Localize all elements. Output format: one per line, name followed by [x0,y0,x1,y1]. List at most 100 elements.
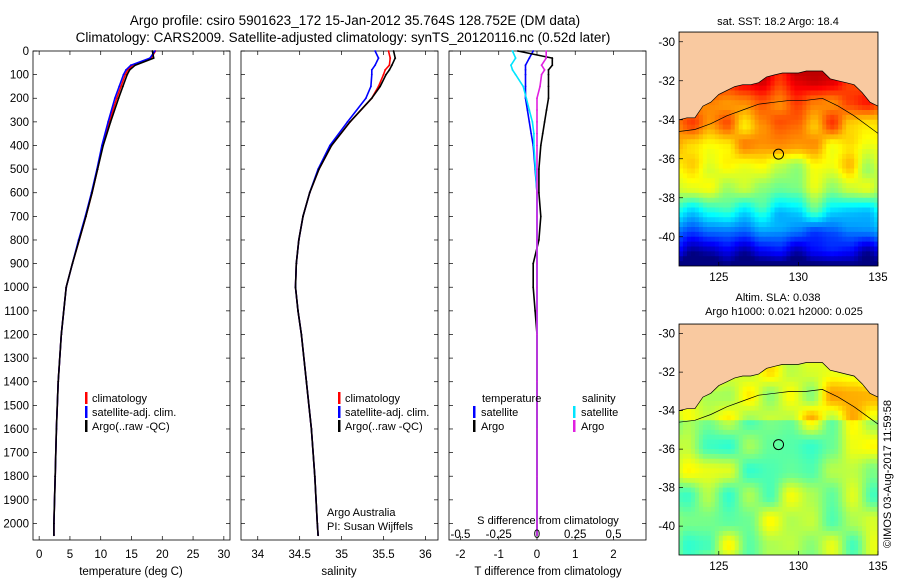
heatmap-cell [870,202,875,209]
heatmap-cell [746,511,752,518]
heatmap-cell [818,129,823,135]
heatmap-cell [698,261,704,266]
heatmap-cell [846,473,851,479]
heatmap-cell [798,511,803,518]
heatmap-cell [710,163,716,170]
heatmap-cell [742,222,748,228]
heatmap-cell [842,197,847,204]
heatmap-cell [774,173,780,179]
heatmap-cell [786,492,792,498]
heatmap-cell [682,207,688,213]
land-mask [679,32,878,121]
heatmap-cell [870,124,875,131]
heatmap-cell [862,429,867,436]
heatmap-cell [826,222,831,228]
heatmap-cell [738,85,744,92]
heatmap-cell [842,207,847,213]
heatmap-cell [698,178,704,184]
heatmap-cell [802,511,807,518]
heatmap-cell [754,482,760,489]
heatmap-cell [794,158,799,165]
heatmap-cell [730,444,736,450]
heatmap-cell [698,439,704,445]
heatmap-cell [750,178,756,184]
heatmap-cell [770,434,776,441]
heatmap-cell [722,105,728,111]
heatmap-cell [738,207,744,213]
heatmap-cell [766,207,772,213]
heatmap-cell [838,449,843,455]
heatmap-cell [718,188,724,194]
heatmap-cell [698,192,704,199]
heatmap-cell [706,236,712,243]
heatmap-cell [690,236,696,243]
heatmap-cell [830,506,835,513]
heatmap-cell [730,381,736,388]
heatmap-cell [838,492,843,498]
heatmap-cell [754,502,760,508]
heatmap-cell [850,482,855,489]
heatmap-cell [802,231,807,238]
heatmap-cell [822,478,827,484]
heatmap-cell [790,376,796,383]
heatmap-cell [758,415,764,421]
heatmap-cell [690,173,696,179]
heatmap-cell [786,178,792,184]
heatmap-cell [758,506,764,513]
heatmap-cell [810,492,815,498]
heatmap-cell [734,449,740,455]
heatmap-cell [770,129,776,135]
heatmap-cell [698,492,704,498]
series-point [370,85,372,88]
heatmap-cell [770,478,776,484]
heatmap-cell [806,105,811,111]
heatmap-cell [702,487,708,494]
heatmap-cell [714,217,720,223]
series-point [536,309,538,312]
heatmap-cell [750,246,756,252]
heatmap-cell [750,158,756,165]
heatmap-cell [690,410,696,417]
heatmap-cell [782,90,788,96]
heatmap-cell [762,153,768,160]
heatmap-cell [679,144,684,150]
heatmap-cell [826,241,831,248]
heatmap-cell [730,149,736,155]
heatmap-cell [866,410,871,417]
heatmap-cell [846,478,851,484]
heatmap-cell [870,139,875,145]
heatmap-cell [679,256,684,262]
heatmap-cell [746,188,752,194]
heatmap-cell [870,261,875,266]
heatmap-cell [842,478,847,484]
heatmap-cell [730,391,736,397]
heatmap-cell [786,511,792,518]
heatmap-cell [726,231,732,238]
heatmap-cell [814,492,819,498]
heatmap-cell [742,227,748,233]
heatmap-cell [746,429,752,436]
series-point [152,57,155,59]
heatmap-cell [846,197,851,204]
heatmap-cell [738,105,744,111]
heatmap-cell [818,410,823,417]
heatmap-cell [730,100,736,106]
heatmap-cell [830,497,835,503]
heatmap-cell [754,492,760,498]
heatmap-cell [814,178,819,184]
heatmap-cell [758,85,764,92]
heatmap-cell [746,246,752,252]
heatmap-cell [826,429,831,436]
heatmap-cell [774,376,780,383]
depth-tick-label: 100 [10,70,29,82]
heatmap-cell [762,85,768,92]
heatmap-cell [874,415,878,421]
heatmap-cell [846,492,851,498]
heatmap-cell [726,105,732,111]
heatmap-cell [806,463,811,469]
heatmap-cell [874,468,878,474]
heatmap-cell [750,90,756,96]
heatmap-cell [814,391,819,397]
heatmap-cell [806,158,811,165]
heatmap-cell [830,153,835,160]
